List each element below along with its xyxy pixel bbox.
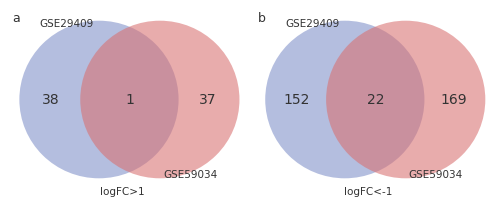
Text: 152: 152	[284, 93, 310, 106]
Ellipse shape	[20, 21, 178, 178]
Text: 22: 22	[366, 93, 384, 106]
Text: GSE29409: GSE29409	[40, 19, 94, 29]
Ellipse shape	[265, 21, 424, 178]
Text: 169: 169	[440, 93, 467, 106]
Text: logFC<-1: logFC<-1	[344, 187, 393, 197]
Text: 37: 37	[199, 93, 216, 106]
Ellipse shape	[326, 21, 486, 178]
Text: GSE29409: GSE29409	[285, 19, 340, 29]
Text: b: b	[258, 12, 266, 25]
Text: 1: 1	[125, 93, 134, 106]
Text: GSE59034: GSE59034	[163, 170, 217, 180]
Text: GSE59034: GSE59034	[409, 170, 463, 180]
Ellipse shape	[80, 21, 239, 178]
Text: 38: 38	[42, 93, 60, 106]
Text: logFC>1: logFC>1	[100, 187, 144, 197]
Text: a: a	[12, 12, 20, 25]
